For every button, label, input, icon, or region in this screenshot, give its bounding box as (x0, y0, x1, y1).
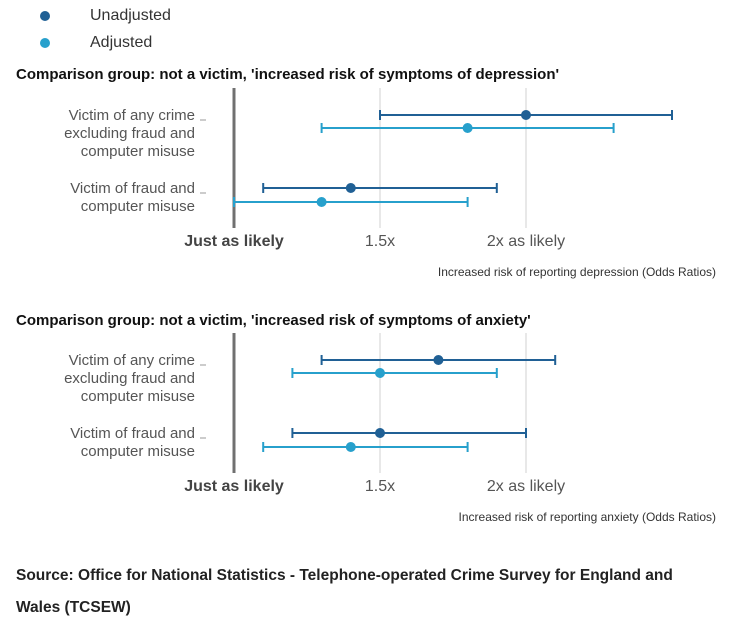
point-depression-1-adjusted[interactable] (316, 197, 327, 207)
legend-label-unadjusted: Unadjusted (90, 6, 171, 24)
tick-label-depression-1: 1.5x (365, 233, 395, 250)
tick-label-depression-2: 2x as likely (487, 233, 565, 250)
axis-title-depression: Increased risk of reporting depression (… (438, 265, 716, 279)
tick-label-anxiety-0: Just as likely (184, 478, 284, 495)
axis-title-anxiety: Increased risk of reporting anxiety (Odd… (459, 510, 716, 524)
legend-swatch-unadjusted (40, 10, 50, 21)
category-label-anxiety-1-0: Victim of fraud and (70, 425, 195, 442)
category-label-depression-1-1: computer misuse (81, 198, 195, 215)
chart-depression: Just as likely 1.5x 2x as likely Increased … (64, 88, 716, 279)
legend: Unadjusted Adjusted (40, 2, 171, 56)
point-depression-1-unadjusted[interactable] (345, 183, 356, 193)
category-label-depression-0-2: computer misuse (81, 143, 195, 160)
point-anxiety-0-adjusted[interactable] (375, 368, 385, 378)
category-label-depression-0-1: excluding fraud and (64, 125, 195, 142)
legend-item-adjusted[interactable]: Adjusted (40, 29, 171, 56)
category-label-depression-0-0: Victim of any crime (69, 107, 195, 124)
tick-label-anxiety-1: 1.5x (365, 478, 395, 495)
point-depression-0-adjusted[interactable] (462, 123, 473, 133)
chart-title-depression: Comparison group: not a victim, 'increas… (16, 66, 560, 83)
tick-label-depression-0: Just as likely (184, 233, 284, 250)
category-label-anxiety-0-2: computer misuse (81, 388, 195, 405)
point-depression-0-unadjusted[interactable] (521, 110, 531, 120)
point-anxiety-1-adjusted[interactable] (345, 442, 356, 452)
category-label-anxiety-0-0: Victim of any crime (69, 352, 195, 369)
source-note: Source: Office for National Statistics -… (16, 567, 673, 616)
category-label-anxiety-0-1: excluding fraud and (64, 370, 195, 387)
chart-anxiety: Just as likely 1.5x 2x as likely Increased … (64, 333, 716, 524)
legend-label-adjusted: Adjusted (90, 33, 153, 51)
chart-title-anxiety: Comparison group: not a victim, 'increas… (16, 312, 531, 329)
legend-item-unadjusted[interactable]: Unadjusted (40, 2, 171, 29)
point-anxiety-0-unadjusted[interactable] (433, 355, 444, 365)
legend-swatch-adjusted (40, 37, 50, 48)
point-anxiety-1-unadjusted[interactable] (375, 428, 385, 438)
category-label-depression-1-0: Victim of fraud and (70, 180, 195, 197)
category-label-anxiety-1-1: computer misuse (81, 443, 195, 460)
tick-label-anxiety-2: 2x as likely (487, 478, 565, 495)
